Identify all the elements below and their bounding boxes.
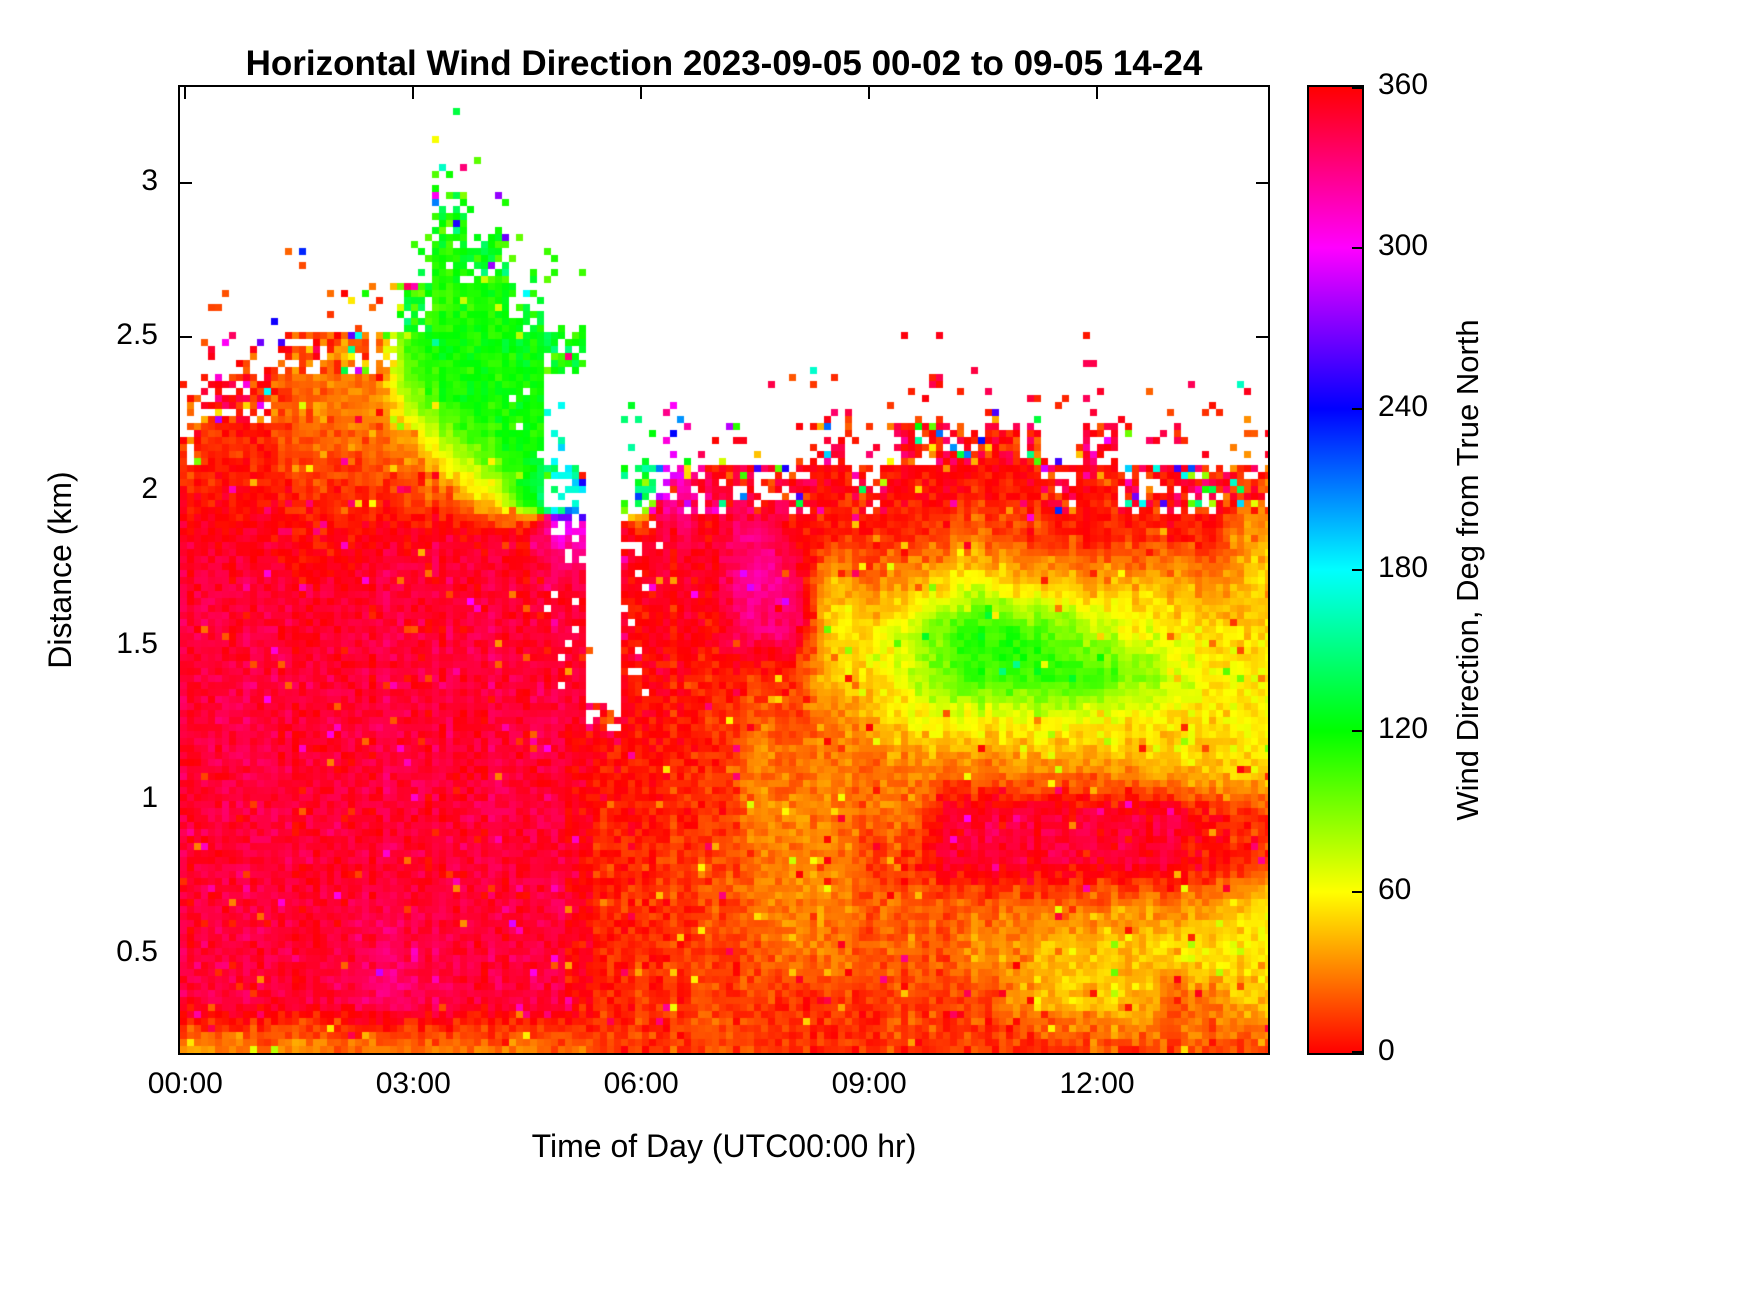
chart-title: Horizontal Wind Direction 2023-09-05 00-… <box>245 44 1203 83</box>
colorbar <box>1307 85 1364 1055</box>
colorbar-tick-label: 60 <box>1378 873 1412 906</box>
x-tick-label: 12:00 <box>1059 1067 1135 1100</box>
x-tick-label: 06:00 <box>603 1067 679 1100</box>
y-tick-label: 2 <box>141 472 158 506</box>
y-tick-label: 0.5 <box>116 935 158 969</box>
tick-mark <box>1352 247 1362 249</box>
tick-mark <box>1352 891 1362 893</box>
y-tick-label: 3 <box>141 163 158 197</box>
y-tick-label: 1.5 <box>116 626 158 660</box>
tick-mark <box>1352 730 1362 732</box>
x-axis-label: Time of Day (UTC00:00 hr) <box>531 1128 917 1164</box>
colorbar-tick-label: 360 <box>1378 68 1429 101</box>
colorbar-tick-label: 300 <box>1378 229 1429 262</box>
plot-area <box>178 85 1270 1055</box>
x-tick-label: 00:00 <box>147 1067 223 1100</box>
x-tick-label: 09:00 <box>831 1067 907 1100</box>
x-tick-label: 03:00 <box>375 1067 451 1100</box>
tick-mark <box>1352 1051 1362 1053</box>
tick-mark <box>1352 569 1362 571</box>
colorbar-tick-label: 0 <box>1378 1034 1395 1067</box>
tick-mark <box>1352 408 1362 410</box>
colorbar-tick-label: 240 <box>1378 390 1429 423</box>
colorbar-tick-label: 120 <box>1378 712 1429 745</box>
colorbar-tick-label: 180 <box>1378 551 1429 584</box>
y-axis-label: Distance (km) <box>42 471 78 669</box>
y-tick-label: 1 <box>141 780 158 814</box>
y-tick-label: 2.5 <box>116 317 158 351</box>
heatmap-canvas <box>180 87 1268 1053</box>
tick-mark <box>1352 87 1362 89</box>
